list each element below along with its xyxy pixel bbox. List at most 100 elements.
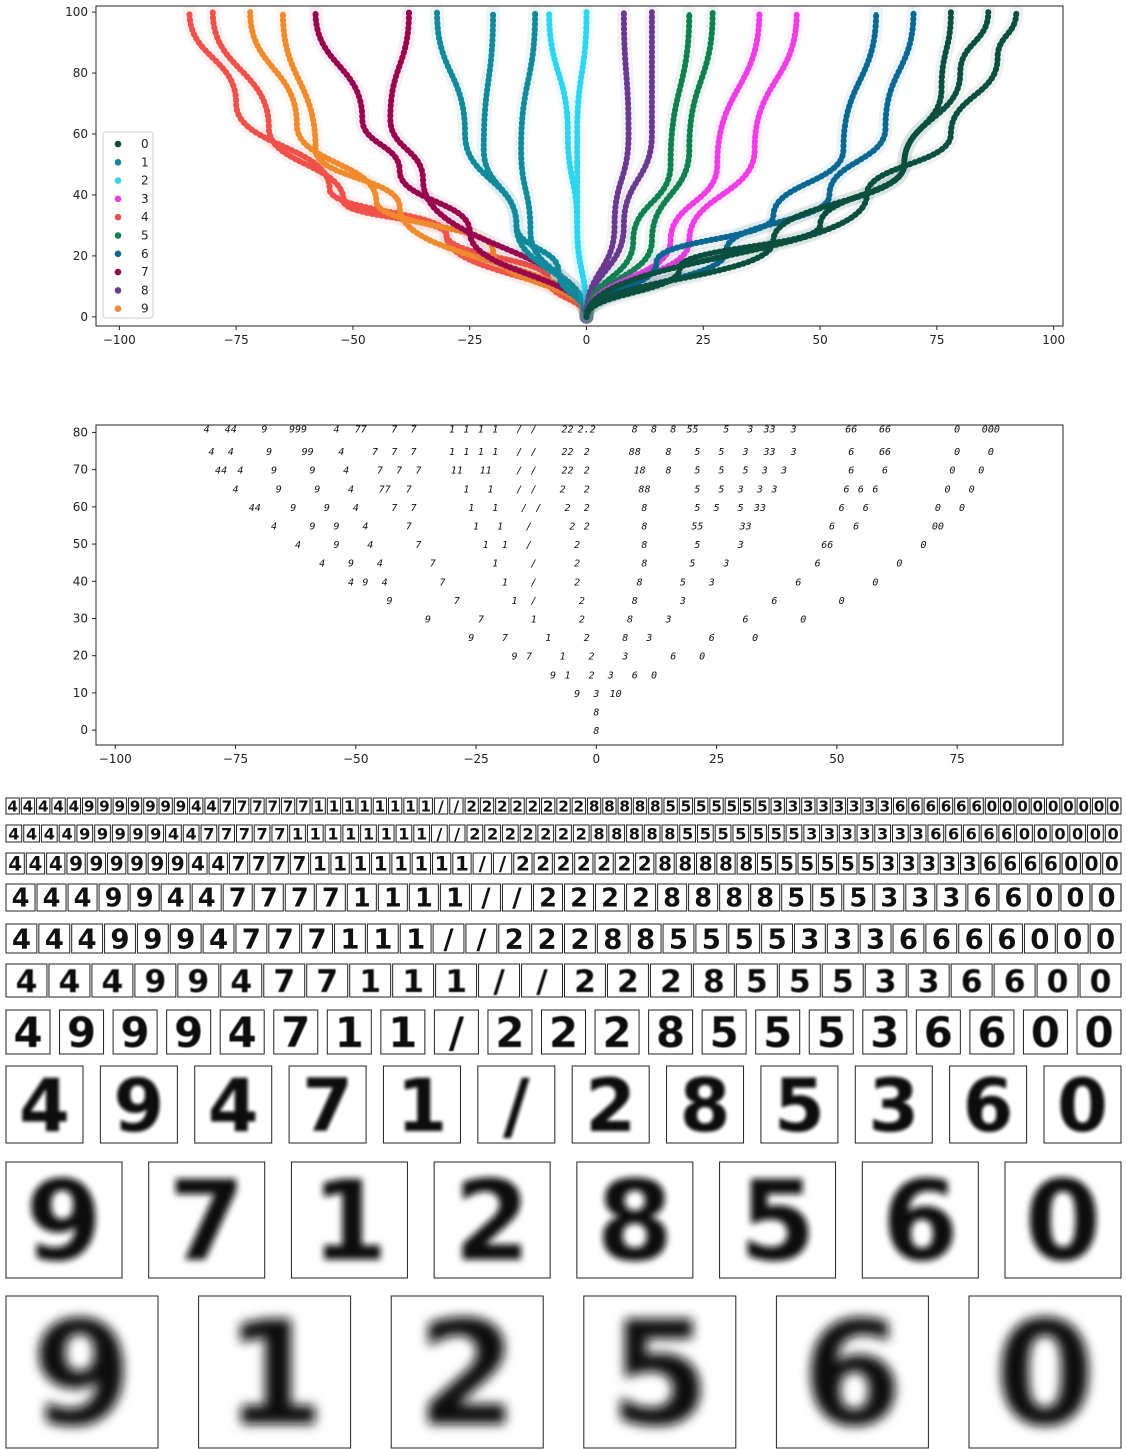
digit-tile: [280, 797, 296, 815]
digit-tile-glyph: 2: [570, 884, 588, 914]
digit-label: 8: [641, 559, 647, 570]
digit-label: 77: [355, 425, 367, 436]
digit-tile-glyph: 2: [536, 852, 550, 876]
digit-tile-glyph: 6: [956, 797, 967, 815]
digit-tile: [709, 797, 724, 815]
digit-tile: [46, 852, 66, 875]
digit-label: 88: [629, 447, 641, 458]
digit-label: 7: [415, 466, 421, 477]
digit-tile: [1029, 883, 1060, 912]
digit-label: 4: [271, 521, 277, 532]
digit-tile-glyph: 1: [344, 797, 355, 815]
digit-tile: [532, 883, 564, 912]
digit-tile-glyph: 2: [522, 824, 533, 843]
legend-label: 5: [141, 229, 149, 243]
digit-tile-glyph: 0: [1085, 852, 1099, 876]
digit-label: 0: [954, 447, 960, 458]
digit-tile: [158, 797, 173, 815]
digit-tile-glyph: 8: [699, 852, 713, 876]
digit-label: /: [516, 425, 522, 436]
digit-tile: [962, 824, 980, 843]
digit-tile: [571, 1065, 650, 1144]
digit-label: 3: [621, 652, 628, 663]
digit-tile: [143, 797, 158, 815]
digit-tile-glyph: 0: [1090, 964, 1112, 1000]
digit-tile: [525, 797, 541, 815]
digit-tile: [826, 923, 859, 954]
digit-label: 5: [694, 447, 700, 458]
digit-tile: [657, 883, 688, 912]
digit-tile: [1041, 852, 1061, 875]
digit-tile: [219, 1009, 265, 1055]
digit-tile: [675, 852, 696, 875]
digit-tile: [735, 963, 778, 998]
digit-tile-glyph: 5: [746, 964, 768, 1000]
digit-tile: [696, 824, 714, 843]
x-tick-label: −25: [463, 752, 488, 766]
digit-tile-glyph: 1: [446, 884, 464, 914]
digit-tile-glyph: 1: [373, 923, 392, 955]
digit-tile-glyph: 5: [700, 824, 711, 843]
digit-tile: [564, 923, 596, 954]
digit-label: /: [531, 559, 537, 570]
digit-tile: [808, 1009, 854, 1055]
digit-tile: [655, 852, 675, 875]
digit-tile-glyph: 4: [38, 797, 49, 815]
digit-tile: [36, 797, 51, 815]
digit-tile: [129, 824, 147, 843]
digit-tile-glyph: 9: [115, 824, 126, 843]
digit-label: 1: [487, 484, 493, 495]
digit-label: 2: [584, 484, 590, 495]
legend-label: 1: [141, 155, 149, 169]
digit-label: 4: [348, 577, 354, 588]
digit-tile-glyph: 3: [866, 923, 885, 955]
digit-tile-glyph: 1: [353, 884, 371, 914]
digit-tile: [777, 852, 797, 875]
digit-tile-glyph: 9: [150, 824, 161, 843]
legend-marker: [114, 140, 122, 148]
branch-line: [584, 12, 654, 317]
digit-tile-glyph: 8: [680, 1064, 731, 1149]
digit-tile: [595, 883, 626, 912]
digit-tile: [1076, 797, 1091, 815]
digit-tile: [778, 963, 821, 998]
digit-label: 66: [879, 447, 891, 458]
digit-tile-glyph: 2: [601, 884, 619, 914]
digit-tile: [732, 824, 750, 843]
digit-tile-glyph: 3: [788, 797, 799, 815]
digit-tile-glyph: 2: [543, 797, 554, 815]
x-tick-label: 25: [696, 333, 711, 347]
digit-label: /: [531, 596, 537, 607]
digit-label: 8: [593, 726, 599, 737]
digit-label: 00: [932, 521, 944, 532]
digit-tile: [750, 883, 781, 912]
digit-tile: [1004, 1161, 1122, 1279]
digit-label: 22: [561, 466, 573, 477]
digit-tile-glyph: 8: [678, 852, 692, 876]
digit-label: /: [516, 447, 522, 458]
digit-tile-glyph: 1: [406, 923, 425, 955]
digit-tile: [861, 1161, 979, 1279]
digit-tile-glyph: 6: [895, 797, 906, 815]
digit-tile-glyph: 2: [516, 852, 530, 876]
digit-tile: [755, 1009, 801, 1055]
digit-tile-glyph: 5: [727, 797, 738, 815]
digit-tile: [66, 797, 82, 815]
digit-tile-glyph: 6: [963, 1064, 1014, 1149]
digit-tile: [1015, 797, 1030, 815]
digit-tile: [862, 797, 877, 815]
digit-tile: [572, 824, 590, 843]
digit-tile-glyph: 7: [275, 923, 294, 955]
digit-tile-glyph: 6: [941, 797, 952, 815]
digit-tile: [439, 883, 470, 912]
digit-tile-glyph: 9: [79, 824, 90, 843]
digit-tile-glyph: 3: [918, 964, 940, 1000]
digit-tile-glyph: 8: [658, 852, 672, 876]
digit-tile: [521, 963, 563, 998]
digit-tile-glyph: 5: [788, 824, 799, 843]
digit-tile: [1104, 824, 1122, 843]
digit-tile: [905, 883, 936, 912]
digit-tile-glyph: 9: [130, 852, 144, 876]
